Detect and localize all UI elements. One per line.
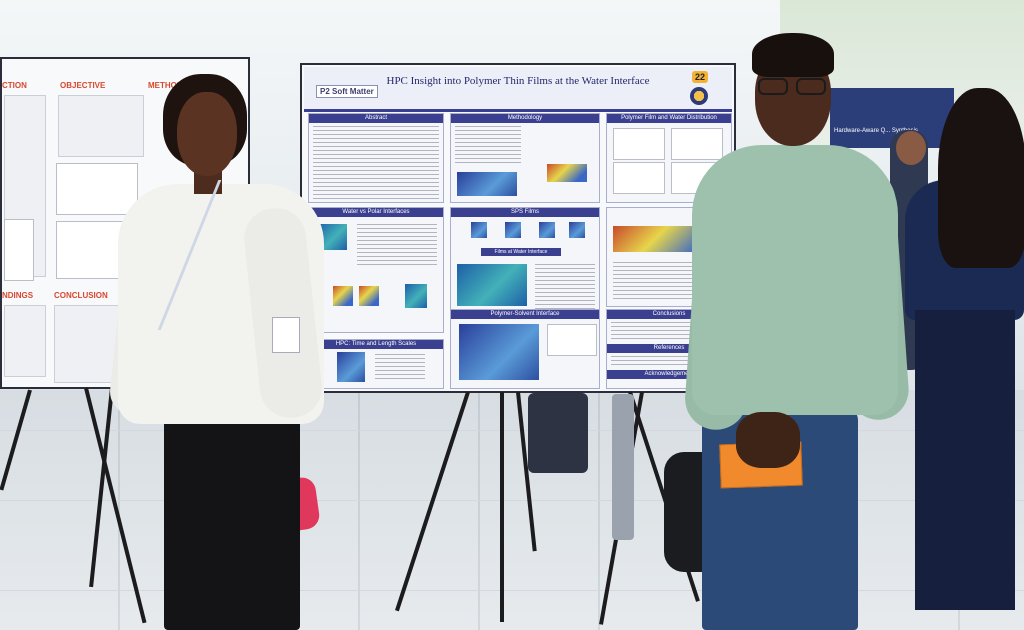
film-snapshot (539, 222, 555, 238)
easel-leg (500, 392, 504, 622)
solvent-snapshot-grid (459, 324, 539, 380)
section-methodology: Methodology (450, 113, 600, 203)
woman-face (177, 92, 237, 176)
section-heading: Conclusions (607, 310, 731, 319)
distribution-plot (613, 128, 665, 160)
section-heading: Polymer-Solvent Interface (451, 310, 599, 319)
section-heading: Methodology (451, 114, 599, 123)
left-poster-heading: NDINGS (2, 291, 34, 300)
hydrogel-figure (405, 284, 427, 308)
floor-seam (0, 590, 1024, 591)
name-badge (272, 317, 300, 353)
background-woman-hair (938, 88, 1024, 268)
section-abstract: Abstract (308, 113, 444, 203)
section-text (313, 126, 439, 200)
left-poster-heading: OBJECTIVE (60, 81, 106, 90)
man-hands (736, 412, 800, 468)
background-person-head (896, 131, 926, 165)
floor-seam (0, 430, 1024, 431)
floor-seam (0, 500, 1024, 501)
scale-figure (337, 352, 365, 382)
molecule-figure (547, 164, 587, 182)
tiled-floor (0, 390, 1024, 630)
poster-header: P2 Soft Matter HPC Insight into Polymer … (304, 67, 732, 112)
section-heading: SPS Films (451, 208, 599, 217)
film-snapshot (505, 222, 521, 238)
poster-logo: P2 Soft Matter (316, 85, 378, 98)
section-heading: References (607, 344, 731, 353)
man-hair (752, 33, 834, 77)
section-polymer-solvent: Polymer-Solvent Interface (450, 309, 600, 389)
banner-heading: Hardware-Aware Q... Synthesis (834, 128, 918, 134)
glasses-lens (758, 78, 788, 95)
left-poster-chart (56, 163, 138, 215)
left-poster-text-block (4, 305, 46, 377)
section-text (357, 224, 437, 268)
poster-number-tag: 22 (691, 71, 708, 83)
background-person-legs (528, 393, 588, 473)
glasses-icon (754, 78, 830, 96)
left-poster-text-block (58, 95, 144, 157)
simulation-figure (457, 172, 517, 196)
background-woman-pants (915, 310, 1015, 610)
membrane-figure (359, 286, 379, 306)
woman-pants (164, 410, 300, 630)
section-text (611, 356, 729, 366)
section-heading: Water vs Polar Interfaces (309, 208, 443, 217)
glasses-lens (796, 78, 826, 95)
section-text (375, 354, 425, 380)
membrane-figure (333, 286, 353, 306)
film-snapshot (569, 222, 585, 238)
subsection-heading: Films at Water Interface (481, 248, 561, 256)
water-interface-grid (457, 264, 527, 306)
section-heading: Polymer Film and Water Distribution (607, 114, 731, 123)
distribution-plot (613, 162, 665, 194)
section-film-distribution: Polymer Film and Water Distribution (606, 113, 732, 203)
section-hpc-scales: HPC: Time and Length Scales (308, 339, 444, 389)
man-sweater (692, 145, 898, 415)
left-poster-heading: CONCLUSION (54, 291, 108, 300)
poster-title: HPC Insight into Polymer Thin Films at t… (386, 75, 650, 87)
section-text (455, 126, 521, 166)
section-heading: HPC: Time and Length Scales (309, 340, 443, 349)
main-poster: P2 Soft Matter HPC Insight into Polymer … (300, 63, 736, 393)
left-poster-chart (4, 219, 34, 281)
section-water-polar: Water vs Polar Interfaces (308, 207, 444, 333)
left-poster-heading: CTION (2, 81, 27, 90)
stand-pole (612, 394, 634, 540)
solvent-plot (547, 324, 597, 356)
section-heading: Acknowledgement (607, 370, 731, 379)
distribution-plot (671, 128, 723, 160)
university-seal-icon (690, 87, 708, 105)
film-snapshot (471, 222, 487, 238)
left-poster-heading: METHOD (148, 81, 183, 90)
section-heading: Abstract (309, 114, 443, 123)
